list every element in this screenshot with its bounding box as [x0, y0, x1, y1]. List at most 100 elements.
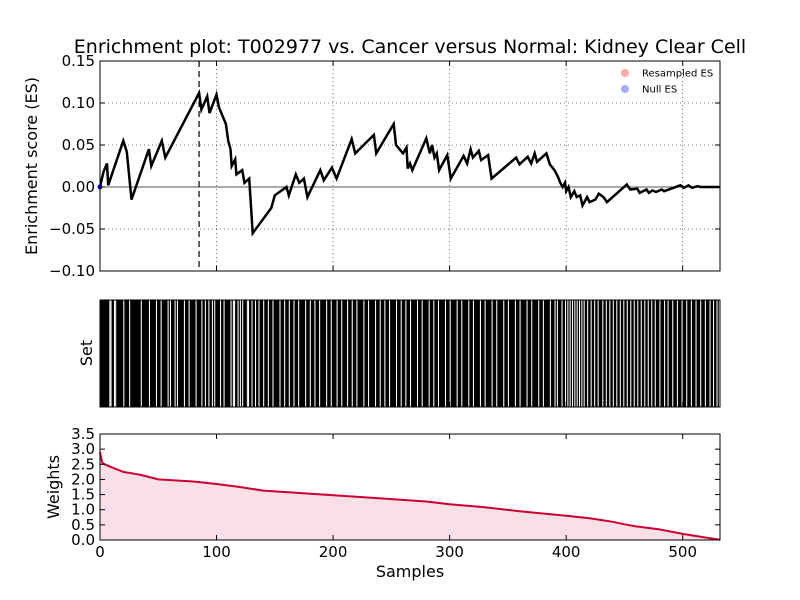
set-gap: [201, 300, 203, 407]
set-gap: [587, 300, 589, 407]
set-gap: [232, 300, 234, 407]
set-gap: [444, 300, 447, 407]
set-gap: [309, 300, 311, 407]
set-gap: [246, 300, 248, 407]
set-gap: [214, 300, 216, 407]
set-gap: [115, 300, 117, 407]
weights-xtick-label: 200: [319, 543, 348, 561]
set-gap: [594, 300, 596, 407]
weights-ytick-label: 1.0: [71, 501, 95, 519]
es-ytick-label: 0.00: [62, 178, 95, 196]
set-gap: [690, 300, 692, 407]
set-gap: [578, 300, 581, 407]
set-gap: [630, 300, 632, 407]
set-gap: [258, 300, 260, 407]
set-gap: [123, 300, 125, 407]
set-gap: [298, 300, 300, 407]
legend-label-0: Resampled ES: [642, 69, 713, 80]
set-gap: [237, 300, 239, 407]
set-gap: [672, 300, 674, 407]
weights-xtick-label: 100: [202, 543, 231, 561]
legend-marker-1: [621, 85, 629, 93]
set-gap: [319, 300, 321, 407]
set-gap: [507, 300, 509, 407]
set-gap: [379, 300, 381, 407]
set-gap: [602, 300, 604, 407]
set-gap: [519, 300, 521, 407]
set-gap: [255, 300, 257, 407]
set-gap: [272, 300, 274, 407]
set-gap: [208, 300, 210, 407]
weights-xlabel: Samples: [376, 562, 444, 581]
set-gap: [140, 300, 142, 407]
set-gap: [484, 300, 486, 407]
set-gap: [183, 300, 185, 407]
set-gap: [174, 300, 176, 407]
set-gap: [267, 300, 269, 407]
set-gap: [633, 300, 635, 407]
set-gap: [612, 300, 614, 407]
set-gap: [234, 300, 236, 407]
set-gap: [695, 300, 697, 407]
es-ytick-label: −0.05: [49, 220, 95, 238]
set-gap: [644, 300, 646, 407]
weights-line: [99, 452, 721, 541]
set-gap: [336, 300, 338, 407]
set-gap: [400, 300, 402, 407]
set-gap: [654, 300, 656, 407]
set-gap: [713, 300, 715, 407]
weights-ytick-label: 2.5: [71, 455, 95, 473]
set-gap: [542, 300, 544, 407]
set-gap: [456, 300, 458, 407]
set-gap: [514, 300, 516, 407]
set-gap: [341, 300, 343, 407]
set-gap: [375, 300, 377, 407]
set-gap: [160, 300, 162, 407]
es-frame: [99, 60, 721, 272]
es-ytick-label: 0.15: [62, 52, 95, 70]
set-gap: [421, 300, 423, 407]
set-gap: [410, 300, 412, 407]
set-gap: [356, 300, 358, 407]
set-gap: [248, 300, 250, 407]
es-ytick-label: −0.10: [49, 262, 95, 280]
weights-area: [100, 452, 720, 540]
set-gap: [396, 300, 398, 407]
set-gap: [389, 300, 391, 407]
weights-ylabel: Weights: [44, 455, 63, 519]
set-gap: [113, 300, 116, 407]
set-ylabel: Set: [77, 340, 96, 366]
set-gap: [709, 300, 711, 407]
set-gap: [569, 300, 571, 407]
set-gap: [169, 300, 171, 407]
weights-series: [99, 452, 721, 541]
set-gap: [223, 300, 225, 407]
set-gap: [571, 300, 574, 407]
weights-ytick-label: 1.5: [71, 486, 95, 504]
set-gap: [574, 300, 576, 407]
set-gap: [433, 300, 435, 407]
set-gap: [405, 300, 407, 407]
es-ytick-label: 0.10: [62, 94, 95, 112]
set-gap: [293, 300, 295, 407]
set-gap: [556, 300, 558, 407]
legend-marker-0: [621, 69, 629, 77]
set-gap: [472, 300, 474, 407]
es-ytick-label: 0.05: [62, 136, 95, 154]
set-gap: [347, 300, 349, 407]
set-gap: [619, 300, 621, 407]
set-gap: [416, 300, 419, 407]
set-gap: [110, 300, 112, 407]
set-gap: [211, 300, 213, 407]
set-gap: [204, 300, 206, 407]
set-gap: [605, 300, 607, 407]
set-gap: [242, 300, 244, 407]
set-gap: [659, 300, 661, 407]
set-gap: [479, 300, 481, 407]
set-gap: [576, 300, 578, 407]
set-gap: [251, 300, 253, 407]
set-gap: [195, 300, 197, 407]
set-gap: [284, 300, 286, 407]
set-gap: [637, 300, 639, 407]
